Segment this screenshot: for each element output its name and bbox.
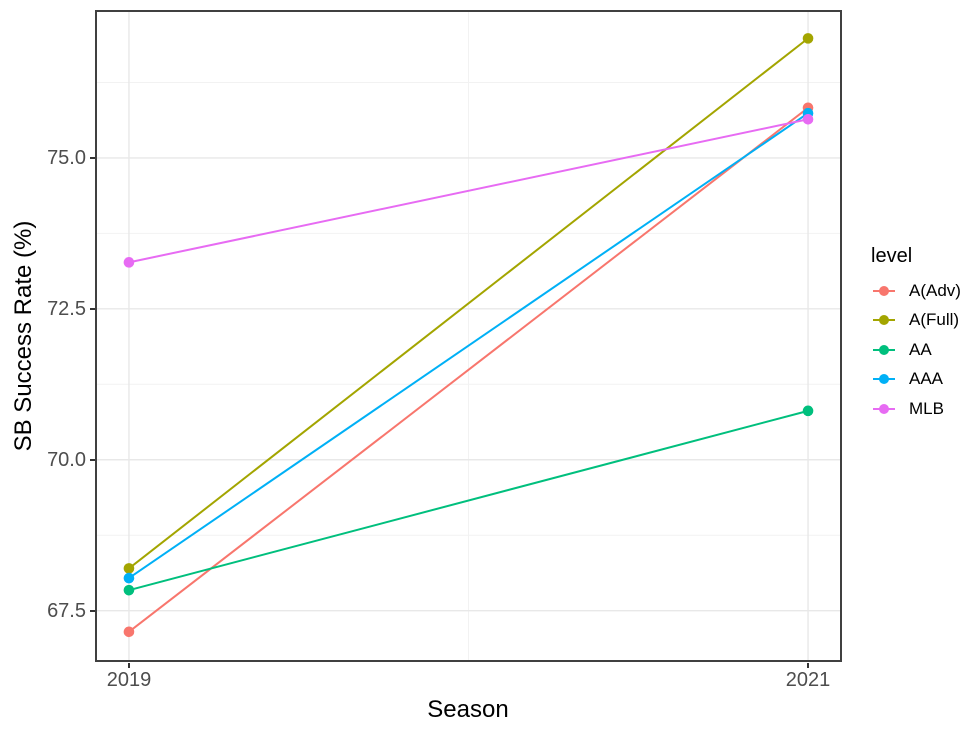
legend-label: MLB (909, 398, 944, 418)
y-tick-label: 70.0 (47, 448, 86, 471)
legend-entry: MLB (869, 394, 961, 424)
legend-entry: AA (869, 335, 961, 365)
x-axis-title: Season (427, 696, 509, 723)
legend-entry: A(Full) (869, 306, 961, 336)
y-tick-mark (90, 609, 95, 612)
legend-label: AA (909, 339, 932, 359)
legend-key-line-point-icon (873, 402, 895, 416)
x-tick-mark (807, 663, 810, 668)
y-tick-mark (90, 458, 95, 461)
legend-entry: AAA (869, 365, 961, 395)
legend-key-line-point-icon (873, 372, 895, 386)
x-tick-label: 2021 (785, 669, 831, 691)
legend: level A(Adv) A(Full) AA AAA MLB (869, 245, 961, 424)
legend-title: level (871, 245, 913, 267)
y-tick-label: 75.0 (47, 146, 86, 169)
legend-label: A(Adv) (909, 280, 961, 300)
legend-label: AAA (909, 369, 944, 389)
legend-key-line-point-icon (873, 284, 895, 298)
x-tick-mark (127, 663, 130, 668)
legend-label: A(Full) (909, 310, 960, 330)
y-tick-label: 67.5 (47, 599, 86, 622)
y-tick-mark (90, 307, 95, 310)
y-axis-title: SB Success Rate (%) (10, 220, 37, 452)
plot-panel (95, 10, 842, 662)
legend-entry: A(Adv) (869, 276, 961, 306)
y-tick-label: 72.5 (47, 297, 86, 320)
legend-key-line-point-icon (873, 343, 895, 357)
legend-key-line-point-icon (873, 313, 895, 327)
x-tick-label: 2019 (106, 669, 152, 691)
y-tick-mark (90, 156, 95, 159)
